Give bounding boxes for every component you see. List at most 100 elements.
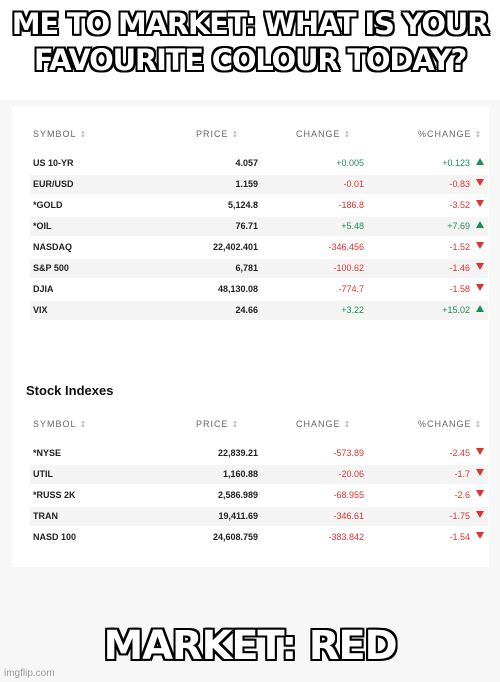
price-cell: 22,839.21: [217, 448, 258, 458]
symbol-cell[interactable]: UTIL: [33, 469, 53, 479]
change-cell: -68.955: [333, 490, 364, 500]
symbol-cell[interactable]: VIX: [33, 305, 48, 315]
sort-pct-change-header[interactable]: %CHANGE ⇕: [418, 419, 483, 429]
sort-arrows-icon: ⇕: [343, 420, 352, 429]
symbol-cell[interactable]: NASD 100: [33, 532, 77, 542]
table-row[interactable]: UTIL 1,160.88 -20.06 -1.7: [30, 465, 488, 484]
change-cell: +0.005: [336, 158, 364, 168]
sort-symbol-header[interactable]: SYMBOL ⇕: [33, 129, 88, 139]
pct-change-cell: +0.123: [442, 158, 470, 168]
change-cell: -346.61: [333, 511, 364, 521]
table-row[interactable]: NASDAQ 22,402.401 -346.456 -1.52: [30, 238, 488, 257]
pct-change-cell: -1.75: [449, 511, 470, 521]
arrow-up-icon: [476, 158, 484, 165]
market-data-card: SYMBOL ⇕ PRICE ⇕ CHANGE ⇕ %CHANGE ⇕ US 10-YR…: [12, 107, 489, 567]
sort-arrows-icon: ⇕: [79, 130, 88, 139]
arrow-down-icon: [476, 179, 484, 186]
symbol-cell[interactable]: US 10-YR: [33, 158, 74, 168]
pct-change-cell: -1.7: [454, 469, 470, 479]
table-row[interactable]: NASD 100 24,608.759 -383.842 -1.54: [30, 528, 488, 547]
change-cell: -186.8: [338, 200, 364, 210]
sort-arrows-icon: ⇕: [474, 130, 483, 139]
pct-change-cell: -0.83: [449, 179, 470, 189]
sort-arrows-icon: ⇕: [474, 420, 483, 429]
table-header: SYMBOL ⇕ PRICE ⇕ CHANGE ⇕ %CHANGE ⇕: [30, 122, 488, 152]
meme-top-panel: [0, 0, 500, 100]
change-cell: -774.7: [338, 284, 364, 294]
symbol-cell[interactable]: *GOLD: [33, 200, 63, 210]
table-row[interactable]: DJIA 48,130.08 -774.7 -1.58: [30, 280, 488, 299]
pct-change-cell: -1.52: [449, 242, 470, 252]
symbol-cell[interactable]: TRAN: [33, 511, 58, 521]
table-row[interactable]: *OIL 76.71 +5.48 +7.69: [30, 217, 488, 236]
arrow-down-icon: [476, 284, 484, 291]
table-row[interactable]: *NYSE 22,839.21 -573.89 -2.45: [30, 444, 488, 463]
arrow-up-icon: [476, 305, 484, 312]
price-cell: 48,130.08: [217, 284, 258, 294]
symbol-cell[interactable]: NASDAQ: [33, 242, 73, 252]
arrow-down-icon: [476, 469, 484, 476]
price-cell: 2,586.989: [217, 490, 258, 500]
change-cell: -0.01: [343, 179, 364, 189]
price-cell: 1.159: [235, 179, 258, 189]
symbol-cell[interactable]: DJIA: [33, 284, 54, 294]
change-cell: -383.842: [328, 532, 364, 542]
change-cell: -573.89: [333, 448, 364, 458]
table-row[interactable]: S&P 500 6,781 -100.62 -1.46: [30, 259, 488, 278]
stock-indexes-table: SYMBOL ⇕ PRICE ⇕ CHANGE ⇕ %CHANGE ⇕ *NYSE 22,…: [30, 412, 488, 547]
pct-change-cell: -1.58: [449, 284, 470, 294]
symbol-cell[interactable]: EUR/USD: [33, 179, 74, 189]
sort-arrows-icon: ⇕: [79, 420, 88, 429]
price-cell: 6,781: [235, 263, 258, 273]
pct-change-cell: -2.45: [449, 448, 470, 458]
symbol-cell[interactable]: *RUSS 2K: [33, 490, 76, 500]
pct-change-cell: -1.46: [449, 263, 470, 273]
arrow-up-icon: [476, 221, 484, 228]
price-cell: 24,608.759: [212, 532, 258, 542]
sort-change-header[interactable]: CHANGE ⇕: [296, 129, 352, 139]
table-row[interactable]: *RUSS 2K 2,586.989 -68.955 -2.6: [30, 486, 488, 505]
change-cell: +3.22: [341, 305, 364, 315]
table-body: US 10-YR 4.057 +0.005 +0.123 EUR/USD 1.159 -0.…: [30, 154, 488, 320]
sort-price-header[interactable]: PRICE ⇕: [196, 129, 240, 139]
arrow-down-icon: [476, 242, 484, 249]
table-row[interactable]: US 10-YR 4.057 +0.005 +0.123: [30, 154, 488, 173]
arrow-down-icon: [476, 200, 484, 207]
price-cell: 4.057: [235, 158, 258, 168]
price-cell: 76.71: [235, 221, 258, 231]
sort-arrows-icon: ⇕: [343, 130, 352, 139]
top-caption: ME TO MARKET: WHAT IS YOUR FAVOURITE COL…: [11, 7, 490, 77]
pct-change-cell: -3.52: [449, 200, 470, 210]
imgflip-watermark: imgflip.com: [4, 668, 55, 679]
price-cell: 22,402.401: [212, 242, 258, 252]
sort-symbol-header[interactable]: SYMBOL ⇕: [33, 419, 88, 429]
sort-change-header[interactable]: CHANGE ⇕: [296, 419, 352, 429]
sort-arrows-icon: ⇕: [231, 420, 240, 429]
pct-change-cell: -1.54: [449, 532, 470, 542]
price-cell: 24.66: [235, 305, 258, 315]
arrow-down-icon: [476, 263, 484, 270]
symbol-cell[interactable]: *OIL: [33, 221, 52, 231]
arrow-down-icon: [476, 490, 484, 497]
table-row[interactable]: VIX 24.66 +3.22 +15.02: [30, 301, 488, 320]
pct-change-cell: +7.69: [447, 221, 470, 231]
sort-price-header[interactable]: PRICE ⇕: [196, 419, 240, 429]
section-title-stock-indexes: Stock Indexes: [26, 383, 114, 398]
arrow-down-icon: [476, 532, 484, 539]
sort-pct-change-header[interactable]: %CHANGE ⇕: [418, 129, 483, 139]
symbol-cell[interactable]: S&P 500: [33, 263, 69, 273]
pct-change-cell: -2.6: [454, 490, 470, 500]
price-cell: 5,124.8: [227, 200, 258, 210]
arrow-down-icon: [476, 511, 484, 518]
table-header: SYMBOL ⇕ PRICE ⇕ CHANGE ⇕ %CHANGE ⇕: [30, 412, 488, 442]
table-row[interactable]: EUR/USD 1.159 -0.01 -0.83: [30, 175, 488, 194]
change-cell: -20.06: [338, 469, 364, 479]
table-row[interactable]: TRAN 19,411.69 -346.61 -1.75: [30, 507, 488, 526]
sort-arrows-icon: ⇕: [231, 130, 240, 139]
symbol-cell[interactable]: *NYSE: [33, 448, 62, 458]
markets-table: SYMBOL ⇕ PRICE ⇕ CHANGE ⇕ %CHANGE ⇕ US 10-YR…: [30, 122, 488, 320]
price-cell: 1,160.88: [222, 469, 258, 479]
table-body: *NYSE 22,839.21 -573.89 -2.45 UTIL 1,160.88 -2…: [30, 444, 488, 547]
table-row[interactable]: *GOLD 5,124.8 -186.8 -3.52: [30, 196, 488, 215]
change-cell: -100.62: [333, 263, 364, 273]
